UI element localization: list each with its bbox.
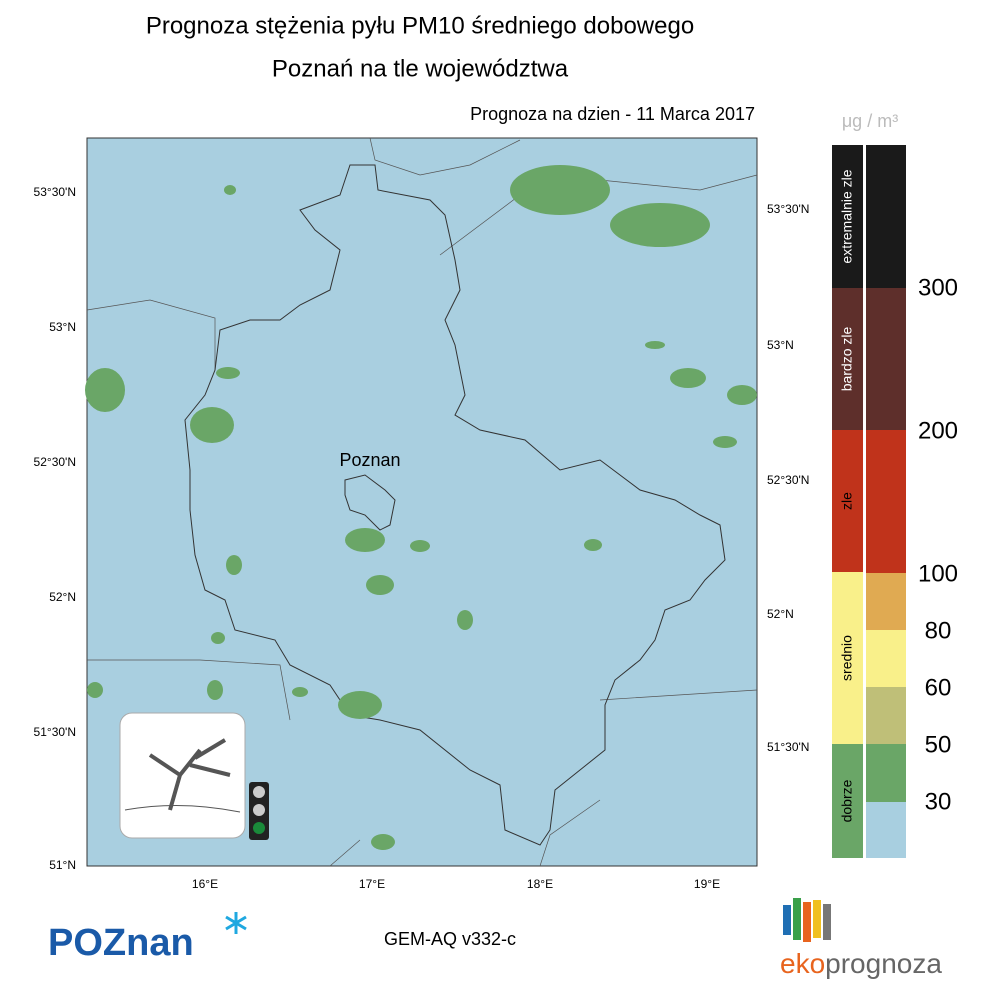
city-label: Poznan — [339, 450, 400, 470]
map-shape — [713, 436, 737, 448]
scale-band — [866, 802, 906, 858]
lon-labels: 16°E 17°E 18°E 19°E — [192, 877, 720, 891]
map-shape — [216, 367, 240, 379]
map-shape — [124, 804, 241, 813]
lon-label: 18°E — [527, 877, 553, 891]
map-shape — [224, 185, 236, 195]
lat-label: 51°N — [49, 858, 76, 872]
category-band — [832, 572, 863, 744]
category-band — [832, 288, 863, 430]
category-label: dobrze — [839, 779, 855, 822]
map-shape — [610, 203, 710, 247]
scale-band — [866, 744, 906, 802]
brand-left: eko — [780, 948, 825, 979]
threshold-label: 80 — [925, 617, 952, 644]
lat-label: 53°N — [767, 338, 794, 352]
map-shape — [410, 540, 430, 552]
map-shape — [645, 341, 665, 349]
map-shape — [813, 900, 821, 938]
scale-band — [866, 145, 906, 288]
category-label: srednio — [839, 635, 855, 681]
map-shape — [345, 528, 385, 552]
map-shape — [783, 905, 791, 935]
map-shape — [793, 898, 801, 940]
title: Prognoza stężenia pyłu PM10 średniego do… — [146, 12, 694, 39]
category-band — [832, 430, 863, 572]
threshold-label: 30 — [925, 788, 952, 815]
lat-label: 52°N — [49, 590, 76, 604]
lon-label: 16°E — [192, 877, 218, 891]
threshold-label: 100 — [918, 560, 958, 587]
map-shape — [211, 632, 225, 644]
threshold-label: 300 — [918, 274, 958, 301]
map-shape — [510, 165, 610, 215]
category-label: zle — [839, 492, 855, 510]
category-band — [832, 744, 863, 858]
model: GEM-AQ v332-c — [384, 929, 516, 949]
map-shape — [148, 738, 231, 811]
forecast-date: Prognoza na dzien - 11 Marca 2017 — [470, 104, 755, 124]
scale-band — [866, 630, 906, 687]
map-shape — [584, 539, 602, 551]
threshold-label: 50 — [925, 731, 952, 758]
icon — [119, 712, 269, 840]
lat-label: 52°30'N — [34, 455, 76, 469]
scale-band — [866, 430, 906, 573]
lat-labels-right: 53°30'N 53°N 52°30'N 52°N 51°30'N — [767, 202, 809, 754]
category-label: bardzo zle — [839, 326, 855, 391]
map-shape — [727, 385, 757, 405]
logo: POZnan — [48, 922, 194, 964]
scale-band — [866, 573, 906, 630]
map-shape — [338, 691, 382, 719]
map-shape — [253, 804, 265, 816]
map-shape — [366, 575, 394, 595]
subtitle: Poznań na tle województwa — [272, 55, 569, 82]
threshold-label: 60 — [925, 674, 952, 701]
lat-label: 53°30'N — [767, 202, 809, 216]
lat-label: 53°30'N — [34, 185, 76, 199]
lon-label: 19°E — [694, 877, 720, 891]
map-shape — [803, 902, 811, 942]
map-shape — [253, 786, 265, 798]
map: Poznan — [85, 137, 758, 867]
map-shape — [292, 687, 308, 697]
footer: POZnan GEM-AQ v332-c ekoprognoza — [48, 898, 942, 979]
lat-label: 52°30'N — [767, 473, 809, 487]
lon-label: 17°E — [359, 877, 385, 891]
map-shape — [670, 368, 706, 388]
lat-label: 51°30'N — [767, 740, 809, 754]
map-shape — [225, 912, 247, 934]
scale-band — [866, 687, 906, 744]
map-shape — [190, 407, 234, 443]
lat-labels-left: 53°30'N 53°N 52°30'N 52°N 51°30'N 51°N — [34, 185, 76, 872]
unit: μg / m³ — [842, 111, 898, 131]
scale-band — [866, 288, 906, 430]
map-shape — [85, 368, 125, 412]
map-shape — [207, 680, 223, 700]
map-shape — [226, 555, 242, 575]
map-shape — [344, 474, 396, 531]
category-band — [832, 145, 863, 288]
threshold-label: 200 — [918, 417, 958, 444]
brand-right: prognoza — [825, 948, 942, 979]
map-shape — [253, 822, 265, 834]
map-shape — [823, 904, 831, 940]
map-shape — [87, 682, 103, 698]
category-label: extremalnie zle — [839, 169, 855, 263]
map-shape — [457, 610, 473, 630]
map-shape — [184, 164, 726, 846]
map-shape — [371, 834, 395, 850]
legend: μg / m³ extremalnie zle bardzo zle zle sred… — [832, 111, 958, 858]
brand: ekoprognoza — [780, 948, 942, 979]
lat-label: 53°N — [49, 320, 76, 334]
lat-label: 51°30'N — [34, 725, 76, 739]
lat-label: 52°N — [767, 607, 794, 621]
brand-bars — [783, 898, 831, 942]
